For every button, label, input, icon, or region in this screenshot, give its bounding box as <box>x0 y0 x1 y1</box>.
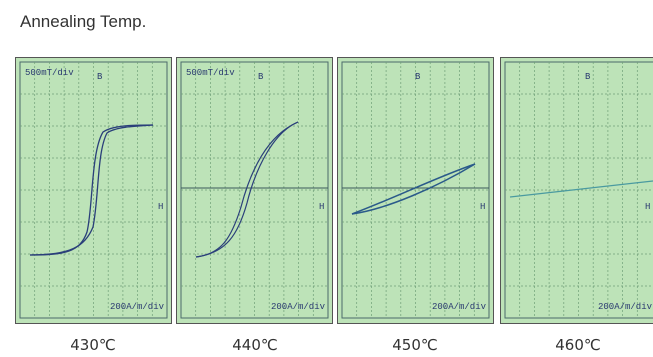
x-axis-label: H <box>645 202 650 212</box>
x-scale: 200A/m/div <box>598 302 653 312</box>
panel: B H 200A/m/div <box>338 58 494 324</box>
y-axis-label: B <box>97 72 103 82</box>
x-scale: 200A/m/div <box>432 302 487 312</box>
page: Annealing Temp. 500mT/div B H 200A/m/div… <box>0 0 653 357</box>
panel-label: 460℃ <box>555 336 600 354</box>
y-axis-label: B <box>415 72 421 82</box>
y-axis-label: B <box>258 72 264 82</box>
panel: B H 200A/m/div <box>501 58 653 324</box>
x-scale: 200A/m/div <box>110 302 165 312</box>
x-scale: 200A/m/div <box>271 302 326 312</box>
title: Annealing Temp. <box>20 12 146 31</box>
x-axis-label: H <box>480 202 485 212</box>
y-axis-label: B <box>585 72 591 82</box>
panel: 500mT/div B H 200A/m/div <box>177 58 333 324</box>
y-scale: 500mT/div <box>186 68 235 78</box>
x-axis-label: H <box>158 202 163 212</box>
y-scale: 500mT/div <box>25 68 74 78</box>
panel-frame <box>501 58 653 324</box>
panel-label: 440℃ <box>232 336 277 354</box>
panel-label: 430℃ <box>70 336 115 354</box>
figure: Annealing Temp. 500mT/div B H 200A/m/div… <box>0 0 653 357</box>
panel-label: 450℃ <box>392 336 437 354</box>
panel: 500mT/div B H 200A/m/div <box>16 58 172 324</box>
x-axis-label: H <box>319 202 324 212</box>
